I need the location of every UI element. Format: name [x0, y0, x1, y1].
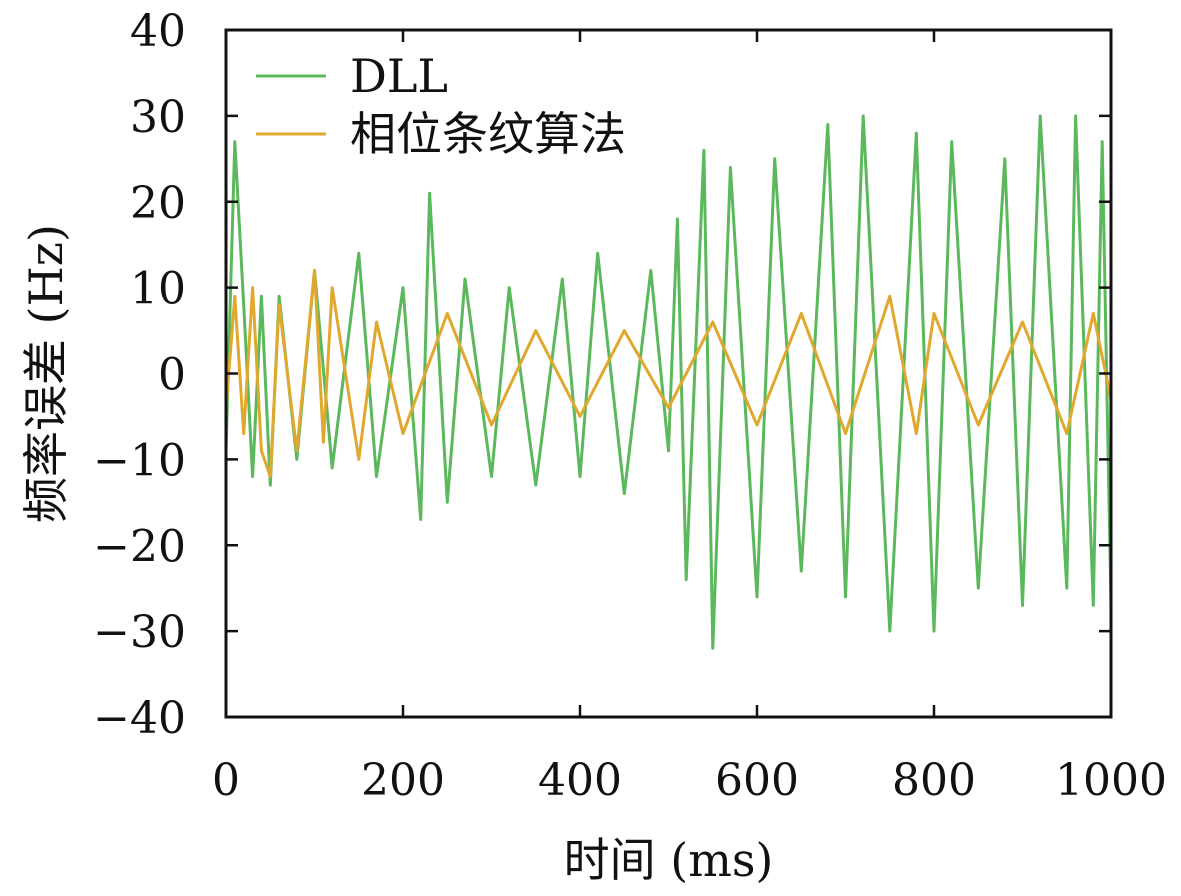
legend-label-1: DLL	[350, 49, 448, 103]
y-tick-label: 30	[130, 92, 186, 143]
y-tick-label: −20	[93, 521, 186, 572]
y-tick-label: 10	[130, 264, 186, 315]
series-layer	[224, 114, 1113, 650]
series-line-2	[224, 268, 1113, 479]
x-tick-label: 1000	[1055, 755, 1167, 806]
y-axis-label: 频率误差 (Hz)	[19, 224, 73, 523]
series-line-1	[224, 114, 1113, 650]
x-tick-label: 800	[892, 755, 976, 806]
legend-label-2: 相位条纹算法	[350, 107, 626, 161]
y-tick-label: 40	[130, 6, 186, 57]
y-tick-label: −30	[93, 607, 186, 658]
x-tick-label: 600	[715, 755, 799, 806]
y-tick-label: −10	[93, 435, 186, 486]
y-tick-label: 20	[130, 178, 186, 229]
y-tick-label: 0	[158, 350, 186, 401]
x-tick-label: 400	[538, 755, 622, 806]
x-tick-label: 200	[361, 755, 445, 806]
x-axis-label: 时间 (ms)	[564, 833, 774, 887]
y-tick-label: −40	[93, 693, 186, 744]
x-tick-label: 0	[212, 755, 240, 806]
